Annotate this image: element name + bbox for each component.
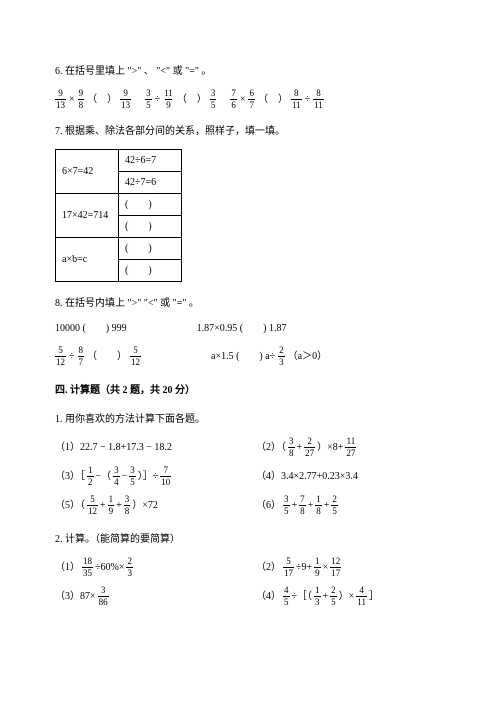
section4-q2-items: （1）1835÷60%×23（2）517÷9+19×1217（3）87×386（… — [55, 557, 445, 607]
section4-q1-items: （1）22.7 − 1.8+17.3 − 18.2（2）（38+227）×8+1… — [55, 437, 445, 516]
q6-text: 6. 在括号里填上 ">" 、 "<" 或 "=" 。 — [55, 64, 445, 79]
q6-expressions: 913×98（ ）91335÷119（ ）3576×67（ ）811÷811 — [55, 89, 445, 110]
q8-r1-left: 10000 ( ) 999 — [55, 321, 127, 336]
q7-text: 7. 根据乘、除法各部分间的关系，照样子，填一填。 — [55, 124, 445, 139]
q8-row1: 10000 ( ) 999 1.87×0.95 ( ) 1.87 — [55, 321, 445, 336]
q8-row2: 512÷87（ ）512a×1.5 ( ) a÷23（a＞0） — [55, 346, 445, 367]
q8-text: 8. 在括号内填上 ">" "<" 或 "=" 。 — [55, 296, 445, 311]
section4-title: 四. 计算题（共 2 题，共 20 分） — [55, 383, 445, 398]
section4-q2: 2. 计算。（能简算的要简算） — [55, 532, 445, 547]
section4-q1: 1. 用你喜欢的方法计算下面各题。 — [55, 412, 445, 427]
q7-table: 6×7=4242÷6=742÷7=617×42=714( )( )a×b=c( … — [55, 149, 182, 282]
q8-r1-right: 1.87×0.95 ( ) 1.87 — [197, 321, 287, 336]
